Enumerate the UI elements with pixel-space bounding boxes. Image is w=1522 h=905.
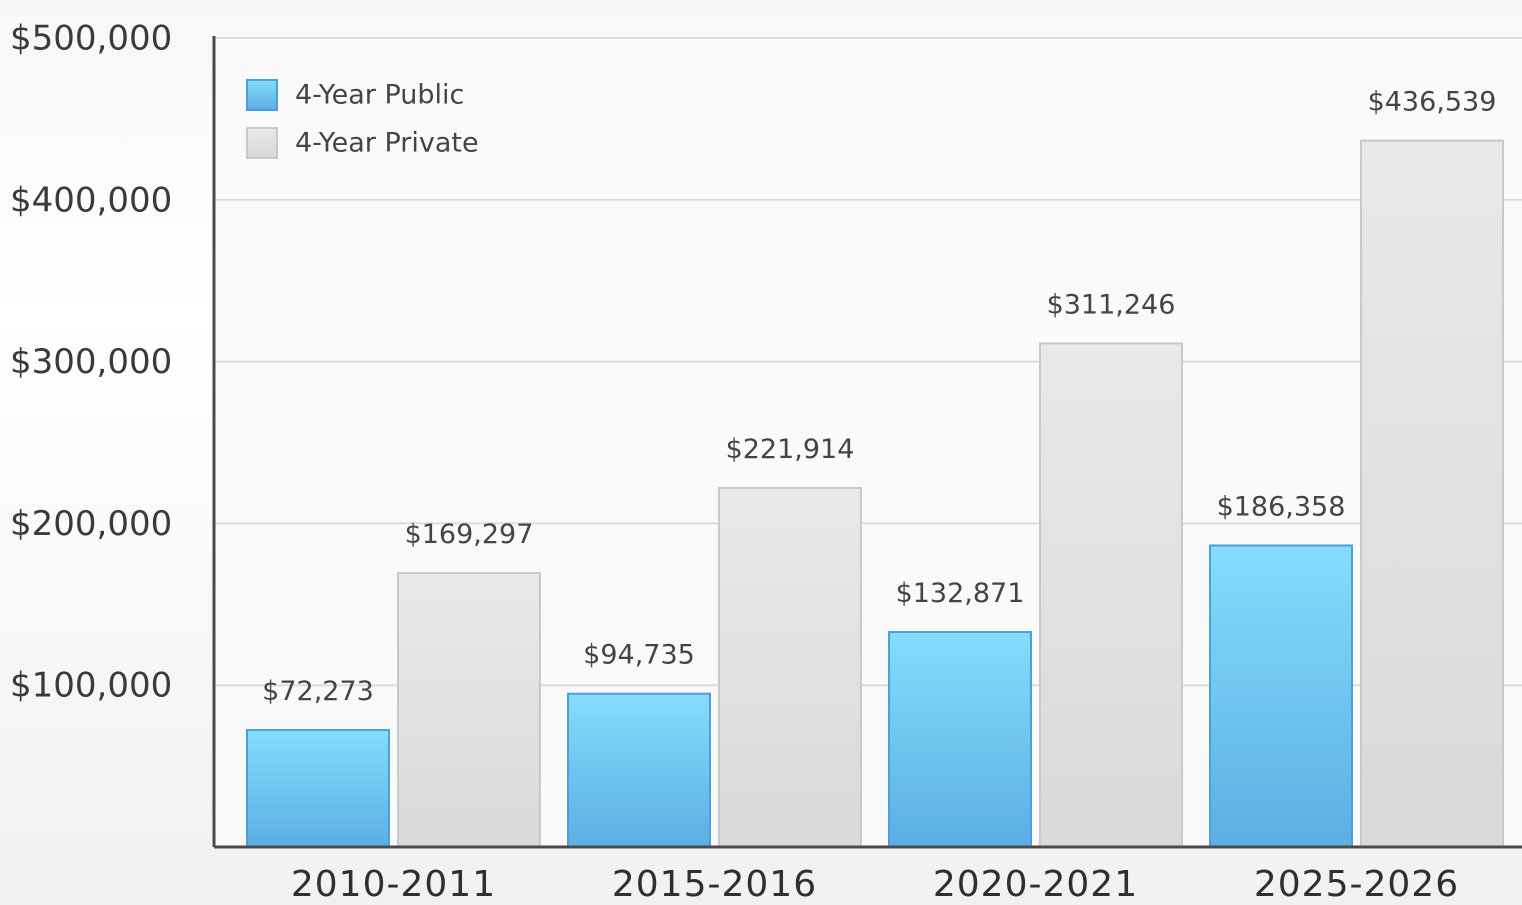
data-label: $311,246 bbox=[1047, 289, 1176, 320]
legend-label: 4-Year Private bbox=[295, 128, 479, 159]
bars bbox=[246, 139, 1504, 849]
data-label: $94,735 bbox=[583, 640, 695, 671]
data-label: $72,273 bbox=[262, 676, 374, 707]
data-label: $186,358 bbox=[1217, 491, 1346, 522]
legend: 4-Year Public 4-Year Private bbox=[246, 79, 479, 159]
bar-public-2015-2016 bbox=[567, 692, 711, 848]
data-label: $221,914 bbox=[726, 434, 855, 465]
data-labels: $72,273 $169,297 $94,735 $221,914 $132,871 $3… bbox=[262, 87, 1496, 707]
legend-swatch bbox=[246, 79, 278, 111]
y-tick-label: $300,000 bbox=[10, 342, 172, 382]
axes: $100,000 $200,000 $300,000 $400,000 $500,000… bbox=[10, 19, 1522, 905]
y-tick-label: $100,000 bbox=[10, 666, 172, 706]
data-label: $132,871 bbox=[896, 578, 1025, 609]
bar-public-2010-2011 bbox=[246, 729, 390, 848]
bar-private-2015-2016 bbox=[718, 486, 862, 848]
bar-public-2020-2021 bbox=[888, 631, 1032, 848]
x-tick-label: 2020-2021 bbox=[933, 864, 1138, 905]
bar-public-2025-2026 bbox=[1209, 544, 1353, 849]
y-tick-label: $200,000 bbox=[10, 504, 172, 544]
x-tick-label: 2010-2011 bbox=[291, 864, 496, 905]
legend-swatch bbox=[246, 127, 278, 159]
data-label: $436,539 bbox=[1368, 87, 1497, 118]
x-tick-label: 2015-2016 bbox=[612, 864, 817, 905]
x-tick-label: 2025-2026 bbox=[1254, 864, 1459, 905]
y-tick-label: $500,000 bbox=[10, 19, 172, 59]
data-label: $169,297 bbox=[405, 519, 534, 550]
y-tick-label: $400,000 bbox=[10, 180, 172, 220]
bar-private-2020-2021 bbox=[1039, 342, 1183, 848]
legend-label: 4-Year Public bbox=[295, 80, 464, 111]
bar-private-2010-2011 bbox=[397, 572, 541, 848]
bar-private-2025-2026 bbox=[1360, 139, 1504, 849]
